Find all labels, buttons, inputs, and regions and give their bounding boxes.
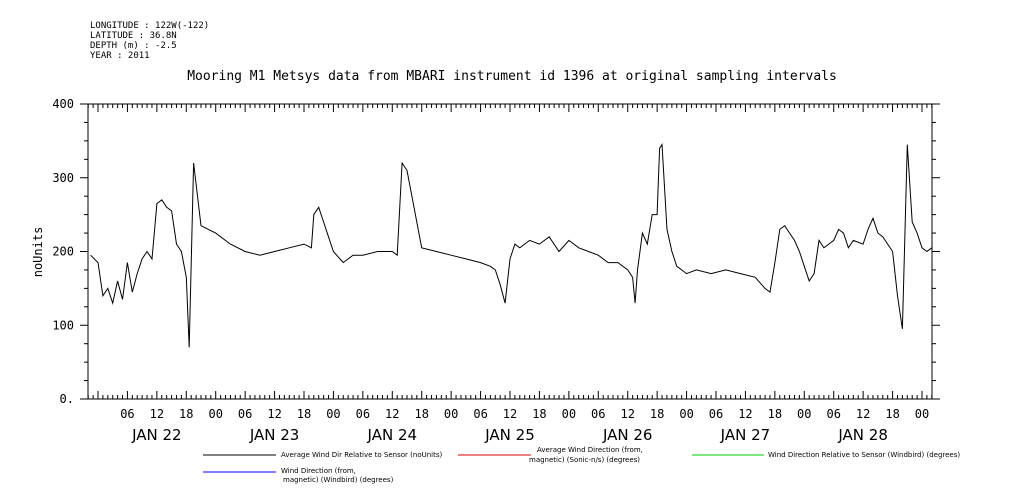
x-tick-label: 06 (238, 407, 252, 421)
x-tick-label: 12 (150, 407, 164, 421)
legend-label-wind-dir-windbird-line2: magnetic) (Windbird) (degrees) (283, 476, 394, 484)
x-tick-label: 12 (856, 407, 870, 421)
day-labels: JAN 22 JAN 23 JAN 24 JAN 25 JAN 26 JAN 27 JAN … (131, 426, 888, 444)
metadata-longitude: LONGITUDE : 122W(-122) (90, 21, 210, 31)
x-tick-label: 06 (709, 407, 723, 421)
x-tick-label: 18 (297, 407, 311, 421)
x-tick-label: 00 (208, 407, 222, 421)
x-tick-label: 18 (414, 407, 428, 421)
x-tick-label: 12 (385, 407, 399, 421)
legend-label-wind-dir-relative-windbird: Wind Direction Relative to Sensor (Windb… (768, 451, 960, 459)
x-tick-label: 18 (179, 407, 193, 421)
legend: Average Wind Dir Relative to Sensor (noU… (203, 446, 960, 484)
y-tick-labels: 0. 100 200 300 400 (52, 97, 74, 406)
x-tick-label: 06 (826, 407, 840, 421)
metadata-year: YEAR : 2011 (90, 51, 150, 61)
x-tick-label: 00 (679, 407, 693, 421)
y-tick-label: 200 (52, 245, 74, 259)
x-tick-label: 06 (591, 407, 605, 421)
x-tick-labels: 06 12 18 00 06 12 18 00 06 12 18 00 06 12 18 00 06 12 18 00… (120, 407, 929, 421)
x-tick-label: 00 (915, 407, 929, 421)
x-tick-label: 00 (326, 407, 340, 421)
x-tick-label: 18 (885, 407, 899, 421)
x-tick-label: 12 (267, 407, 281, 421)
x-tick-label: 00 (562, 407, 576, 421)
metadata-latitude: LATITUDE : 36.8N (90, 31, 177, 41)
legend-label-avg-wind-dir-sonic-line2: magnetic) (Sonic-n/s) (degrees) (529, 456, 640, 464)
axis-ticks (80, 103, 940, 400)
legend-label-wind-dir-windbird-line1: Wind Direction (from, (281, 467, 356, 475)
legend-label-avg-wind-dir-relative: Average Wind Dir Relative to Sensor (noU… (281, 451, 442, 459)
series-layer (90, 143, 933, 348)
day-label: JAN 27 (720, 426, 771, 444)
x-tick-label: 00 (797, 407, 811, 421)
x-tick-label: 12 (620, 407, 634, 421)
x-tick-label: 18 (650, 407, 664, 421)
y-tick-label: 0. (60, 392, 74, 406)
x-tick-label: 12 (503, 407, 517, 421)
chart-title: Mooring M1 Metsys data from MBARI instru… (187, 69, 837, 84)
day-label: JAN 22 (131, 426, 182, 444)
x-tick-label: 00 (444, 407, 458, 421)
y-tick-label: 100 (52, 318, 74, 332)
metadata-block: LONGITUDE : 122W(-122) LATITUDE : 36.8N … (90, 21, 209, 61)
day-label: JAN 26 (602, 426, 653, 444)
day-label: JAN 24 (367, 426, 418, 444)
y-tick-label: 400 (52, 97, 74, 111)
plot-frame (87, 103, 933, 400)
day-label: JAN 23 (249, 426, 300, 444)
y-axis-label: noUnits (31, 227, 45, 278)
legend-label-avg-wind-dir-sonic-line1: Average Wind Direction (from, (537, 446, 643, 454)
day-label: JAN 28 (837, 426, 888, 444)
x-tick-label: 06 (473, 407, 487, 421)
metadata-depth: DEPTH (m) : -2.5 (90, 41, 177, 51)
y-tick-label: 300 (52, 171, 74, 185)
x-tick-label: 06 (356, 407, 370, 421)
series-line (90, 143, 933, 348)
x-tick-label: 12 (738, 407, 752, 421)
day-label: JAN 25 (484, 426, 535, 444)
x-tick-label: 06 (120, 407, 134, 421)
x-tick-label: 18 (768, 407, 782, 421)
x-tick-label: 18 (532, 407, 546, 421)
